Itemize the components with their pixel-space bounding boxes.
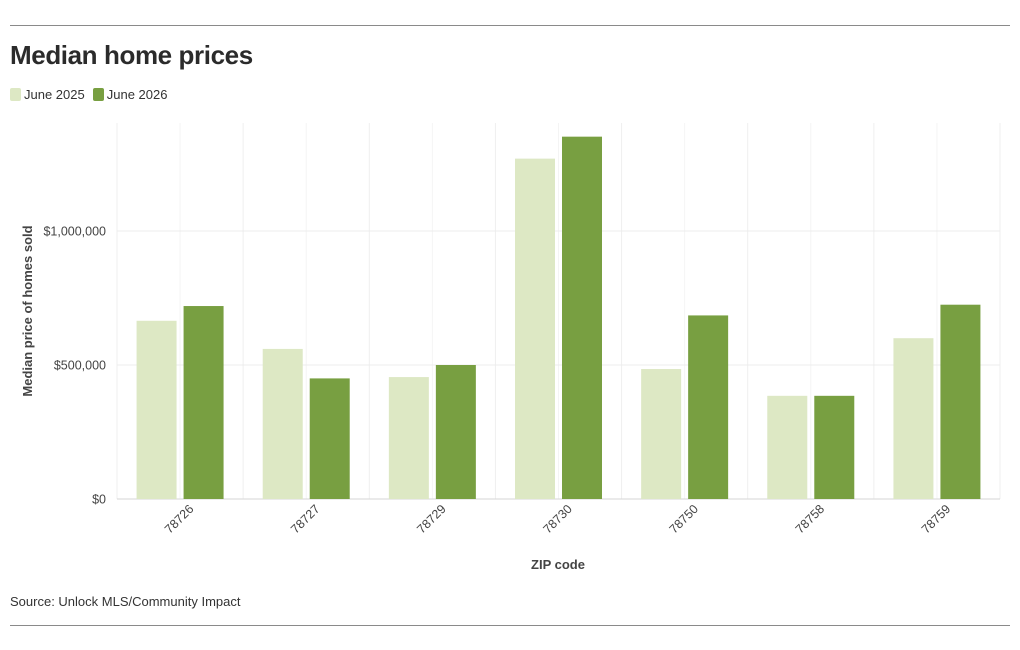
y-axis-title: Median price of homes sold <box>20 225 35 396</box>
bar-june-2025-78730 <box>515 158 555 499</box>
bar-june-2026-78759 <box>940 304 981 499</box>
legend: June 2025 June 2026 <box>10 87 175 102</box>
legend-item-june-2026[interactable]: June 2026 <box>92 87 168 102</box>
x-tick-label: 78759 <box>919 502 954 537</box>
bar-june-2026-78750 <box>688 315 729 499</box>
legend-label: June 2026 <box>106 87 168 102</box>
bar-june-2026-78726 <box>183 306 224 499</box>
x-tick-label: 78726 <box>162 502 197 537</box>
legend-swatch <box>92 88 104 101</box>
bar-june-2026-78729 <box>435 365 476 499</box>
bar-june-2025-78727 <box>262 348 303 499</box>
bar-june-2025-78758 <box>767 395 808 499</box>
x-tick-label: 78730 <box>540 502 575 537</box>
legend-item-june-2025[interactable]: June 2025 <box>10 87 85 102</box>
bar-june-2025-78759 <box>893 338 934 499</box>
legend-swatch <box>10 88 21 101</box>
bottom-rule <box>10 625 1010 626</box>
x-tick-label: 78758 <box>793 502 828 537</box>
bar-june-2025-78726 <box>136 320 177 499</box>
bar-june-2026-78730 <box>562 136 602 499</box>
top-rule <box>10 25 1010 26</box>
y-tick-label: $1,000,000 <box>43 225 106 239</box>
chart-title: Median home prices <box>10 40 253 70</box>
bar-june-2026-78727 <box>309 378 350 499</box>
bar-june-2025-78729 <box>388 377 429 499</box>
x-tick-label: 78750 <box>667 502 702 537</box>
x-tick-label: 78727 <box>288 502 323 537</box>
y-tick-label: $500,000 <box>54 359 106 373</box>
bar-june-2025-78750 <box>641 369 682 499</box>
legend-label: June 2025 <box>24 87 85 102</box>
bar-june-2026-78758 <box>814 395 855 499</box>
source-note: Source: Unlock MLS/Community Impact <box>10 594 241 609</box>
x-tick-label: 78729 <box>414 502 449 537</box>
x-axis-title: ZIP code <box>531 557 585 572</box>
y-tick-label: $0 <box>92 493 106 507</box>
